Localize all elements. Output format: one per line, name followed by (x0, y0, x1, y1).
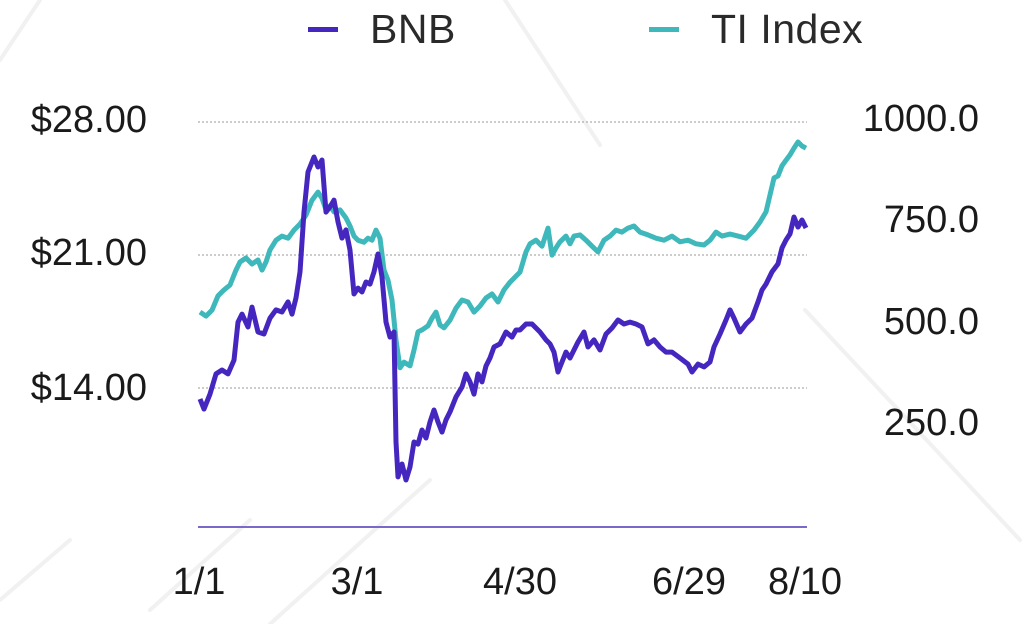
right-axis-tick-1000: 1000.0 (862, 98, 979, 140)
left-axis-tick-28: $28.00 (30, 99, 147, 141)
right-axis-tick-750: 750.0 (883, 199, 979, 241)
x-axis-tick-4-30: 4/30 (483, 561, 557, 603)
legend-swatch-bnb (308, 27, 338, 32)
right-axis-tick-500: 500.0 (883, 301, 979, 343)
legend-item-bnb[interactable]: BNB (308, 6, 456, 53)
legend-label-ti-index: TI Index (711, 6, 864, 52)
x-axis-tick-1-1: 1/1 (172, 561, 226, 603)
legend-swatch-ti-index (649, 27, 679, 32)
x-axis-tick-8-10: 8/10 (768, 561, 842, 603)
x-axis-tick-3-1: 3/1 (330, 561, 384, 603)
x-axis-tick-6-29: 6/29 (652, 561, 726, 603)
legend-label-bnb: BNB (370, 6, 456, 52)
chart-legend: BNB TI Index (0, 0, 1025, 70)
left-axis-tick-14: $14.00 (30, 367, 147, 409)
left-axis-tick-21: $21.00 (30, 232, 147, 274)
series-bnb-line (197, 154, 809, 483)
right-axis-tick-250: 250.0 (883, 402, 979, 444)
legend-item-ti-index[interactable]: TI Index (649, 6, 863, 53)
